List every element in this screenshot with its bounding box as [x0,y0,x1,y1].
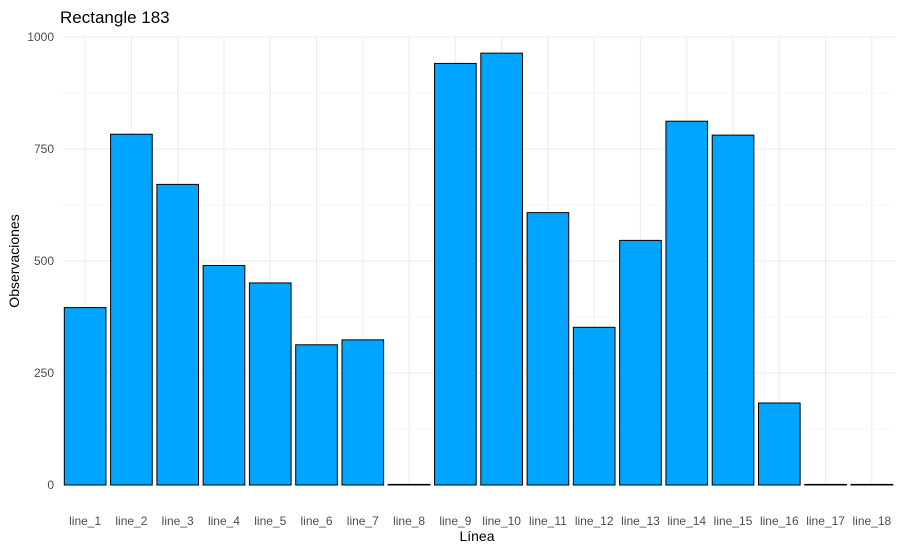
x-tick-label: line_12 [575,514,614,528]
bar-line_5 [248,282,292,486]
bar-line_1 [63,307,107,486]
bar-line_18 [850,483,894,486]
bar-line_11 [526,212,570,486]
x-tick-label: line_8 [393,514,425,528]
bar-line_15 [711,134,755,486]
x-tick-label: line_17 [806,514,845,528]
y-tick-label: 0 [47,478,54,492]
bars [63,52,894,486]
x-tick-label: line_1 [69,514,101,528]
y-tick-label: 1000 [27,30,54,44]
x-tick-label: line_7 [347,514,379,528]
bar-line_13 [619,239,662,486]
x-tick-label: line_14 [667,514,706,528]
y-tick-label: 250 [34,366,54,380]
x-tick-label: line_4 [208,514,240,528]
x-tick-label: line_16 [760,514,799,528]
y-axis-ticks: 0 250 500 750 1000 [27,30,54,492]
bar-line_3 [156,183,200,486]
y-tick-label: 500 [34,254,54,268]
x-tick-label: line_11 [529,514,567,528]
y-axis-title: Observaciones [6,214,22,307]
x-tick-label: line_6 [301,514,333,528]
x-tick-label: line_5 [254,514,286,528]
bar-line_7 [341,339,385,486]
x-tick-label: line_10 [482,514,521,528]
bar-line_10 [480,52,523,486]
y-tick-label: 750 [34,142,54,156]
x-tick-label: line_9 [439,514,471,528]
x-tick-label: line_15 [714,514,753,528]
x-tick-label: line_18 [853,514,892,528]
bar-line_2 [110,133,153,486]
x-tick-label: line_3 [162,514,194,528]
bar-line_9 [434,62,477,486]
bar-line_12 [572,326,616,486]
x-axis-ticks: line_1 line_2 line_3 line_4 line_5 line_6 line… [69,514,891,528]
bar-line_8 [387,483,431,486]
bar-line_4 [202,264,246,486]
bar-line_16 [757,402,801,486]
x-tick-label: line_13 [621,514,660,528]
bar-line_6 [295,344,338,486]
bar-line_14 [665,120,709,486]
x-tick-label: line_2 [115,514,147,528]
chart-title: Rectangle 183 [60,8,170,27]
bar-line_17 [804,483,847,486]
x-axis-title: Línea [459,528,494,544]
